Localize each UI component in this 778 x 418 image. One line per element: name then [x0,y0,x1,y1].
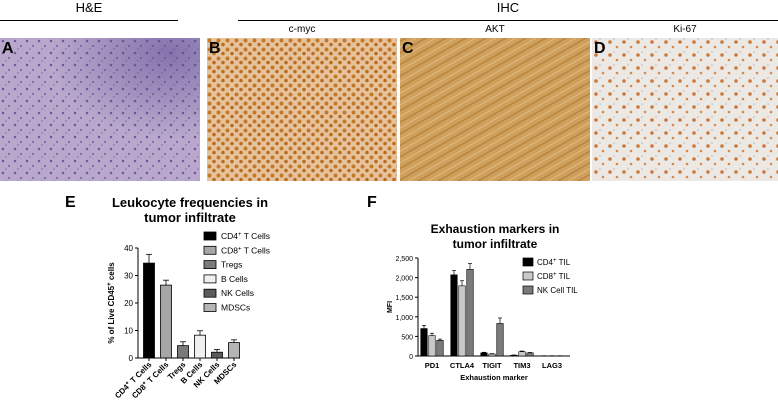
chart-f-ytick-label: 0 [409,354,413,361]
chart-e-legend-swatch [203,260,217,269]
chart-e-title-line1: Leukocyte frequencies in [111,195,269,210]
exhaustion-marker-chart: 0 500 1,000 1,500 2,000 2,500 MFI PD1 CTLA4 TIGIT… [387,256,578,382]
panel-b-label: c-myc [288,24,316,35]
ihc-header-rule [238,20,778,21]
chart-e-bar [194,334,206,359]
chart-f-bar [480,352,488,357]
chart-e-legend-swatch [203,288,217,298]
chart-f-xtick-label: TIM3 [513,361,530,370]
chart-f-bar [518,351,526,357]
akt-texture [400,38,590,181]
chart-e-legend-swatch [203,245,217,255]
panel-letter-b: B [209,40,221,57]
chart-f-xtick-label: PD1 [425,361,440,370]
chart-e-title-line2: tumor infiltrate [144,210,236,225]
chart-e-legend-label: CD8+ T Cells [221,245,270,255]
chart-f-xtick-label: LAG3 [542,361,562,370]
chart-f-legend-label: NK Cell TIL [537,286,578,295]
chart-e-legend-label: B Cells [221,274,248,284]
chart-f-bar [526,352,534,357]
chart-f-legend-label: CD8+ TIL [537,272,571,281]
chart-f-title-line2: tumor infiltrate [452,237,538,251]
chart-e-legend-label: MDSCs [221,303,250,313]
chart-e-legend-label: NK Cells [221,288,254,298]
panel-letter-e: E [65,194,76,211]
chart-e-bar [177,345,189,359]
chart-e-legend-label: CD4+ T Cells [221,231,270,241]
cmyc-micrograph [207,38,397,181]
panel-letter-d: D [594,40,606,57]
chart-f-bar [436,340,444,357]
chart-e-title: Leukocyte frequencies in tumor infiltrat… [110,195,270,225]
chart-f-bar [428,335,436,357]
chart-e-ytick-label: 30 [124,272,133,281]
chart-e-legend-swatch [203,231,217,241]
chart-f-legend-swatch [522,271,534,281]
chart-f-bar [466,269,474,357]
chart-e-legend-swatch [203,274,217,284]
panel-d-label: Ki-67 [673,24,697,35]
chart-f-bar [450,274,458,357]
he-header-rule [0,20,178,21]
chart-e-ylabel: % of Live CD45+ cells [107,262,116,344]
panel-letter-c: C [402,40,414,57]
chart-f-bar [420,328,428,357]
chart-f-xtick-label: CTLA4 [450,361,475,370]
panel-letter-a: A [2,40,14,57]
he-micrograph [0,38,200,181]
chart-f-ytick-label: 1,000 [395,315,413,322]
chart-f-bar [458,285,466,357]
chart-f-legend-swatch [522,285,534,295]
chart-e-bar [160,284,172,359]
chart-f-legend-label: CD4+ TIL [537,258,571,267]
chart-e-ytick-label: 20 [124,299,133,308]
he-texture [0,38,200,181]
chart-e-bar [143,262,155,359]
ki67-texture [592,38,778,181]
chart-f-ytick-label: 2,000 [395,276,413,283]
chart-f-legend-swatch [522,257,534,267]
chart-f-bar [488,353,496,357]
he-header: H&E [75,0,103,15]
chart-e-legend-swatch [203,303,217,312]
chart-f-ylabel: MFI [387,301,394,313]
chart-e-legend-label: Tregs [221,260,242,270]
chart-f-ytick-label: 1,500 [395,295,413,302]
chart-f-xtick-label: TIGIT [482,361,502,370]
chart-f-title-line1: Exhaustion markers in [430,222,560,236]
chart-f-ytick-label: 2,500 [395,256,413,263]
akt-micrograph [400,38,590,181]
ihc-header: IHC [496,0,520,15]
cmyc-texture [207,38,397,181]
chart-e-bar [228,342,240,359]
chart-f-title: Exhaustion markers in tumor infiltrate [420,222,570,252]
chart-f-xlabel: Exhaustion marker [460,373,528,382]
chart-e-bar [211,351,223,359]
leukocyte-frequency-chart: 0 10 20 30 40 % of Live CD45+ cells CD4+ T Cel… [107,231,270,400]
panel-letter-f: F [367,194,377,211]
chart-e-ytick-label: 40 [124,244,133,253]
chart-f-bar [496,323,504,357]
chart-e-ytick-label: 10 [124,327,133,336]
chart-f-ytick-label: 500 [401,334,413,341]
panel-c-label: AKT [485,24,505,35]
ki67-micrograph [592,38,778,181]
chart-e-ytick-label: 0 [129,354,134,363]
